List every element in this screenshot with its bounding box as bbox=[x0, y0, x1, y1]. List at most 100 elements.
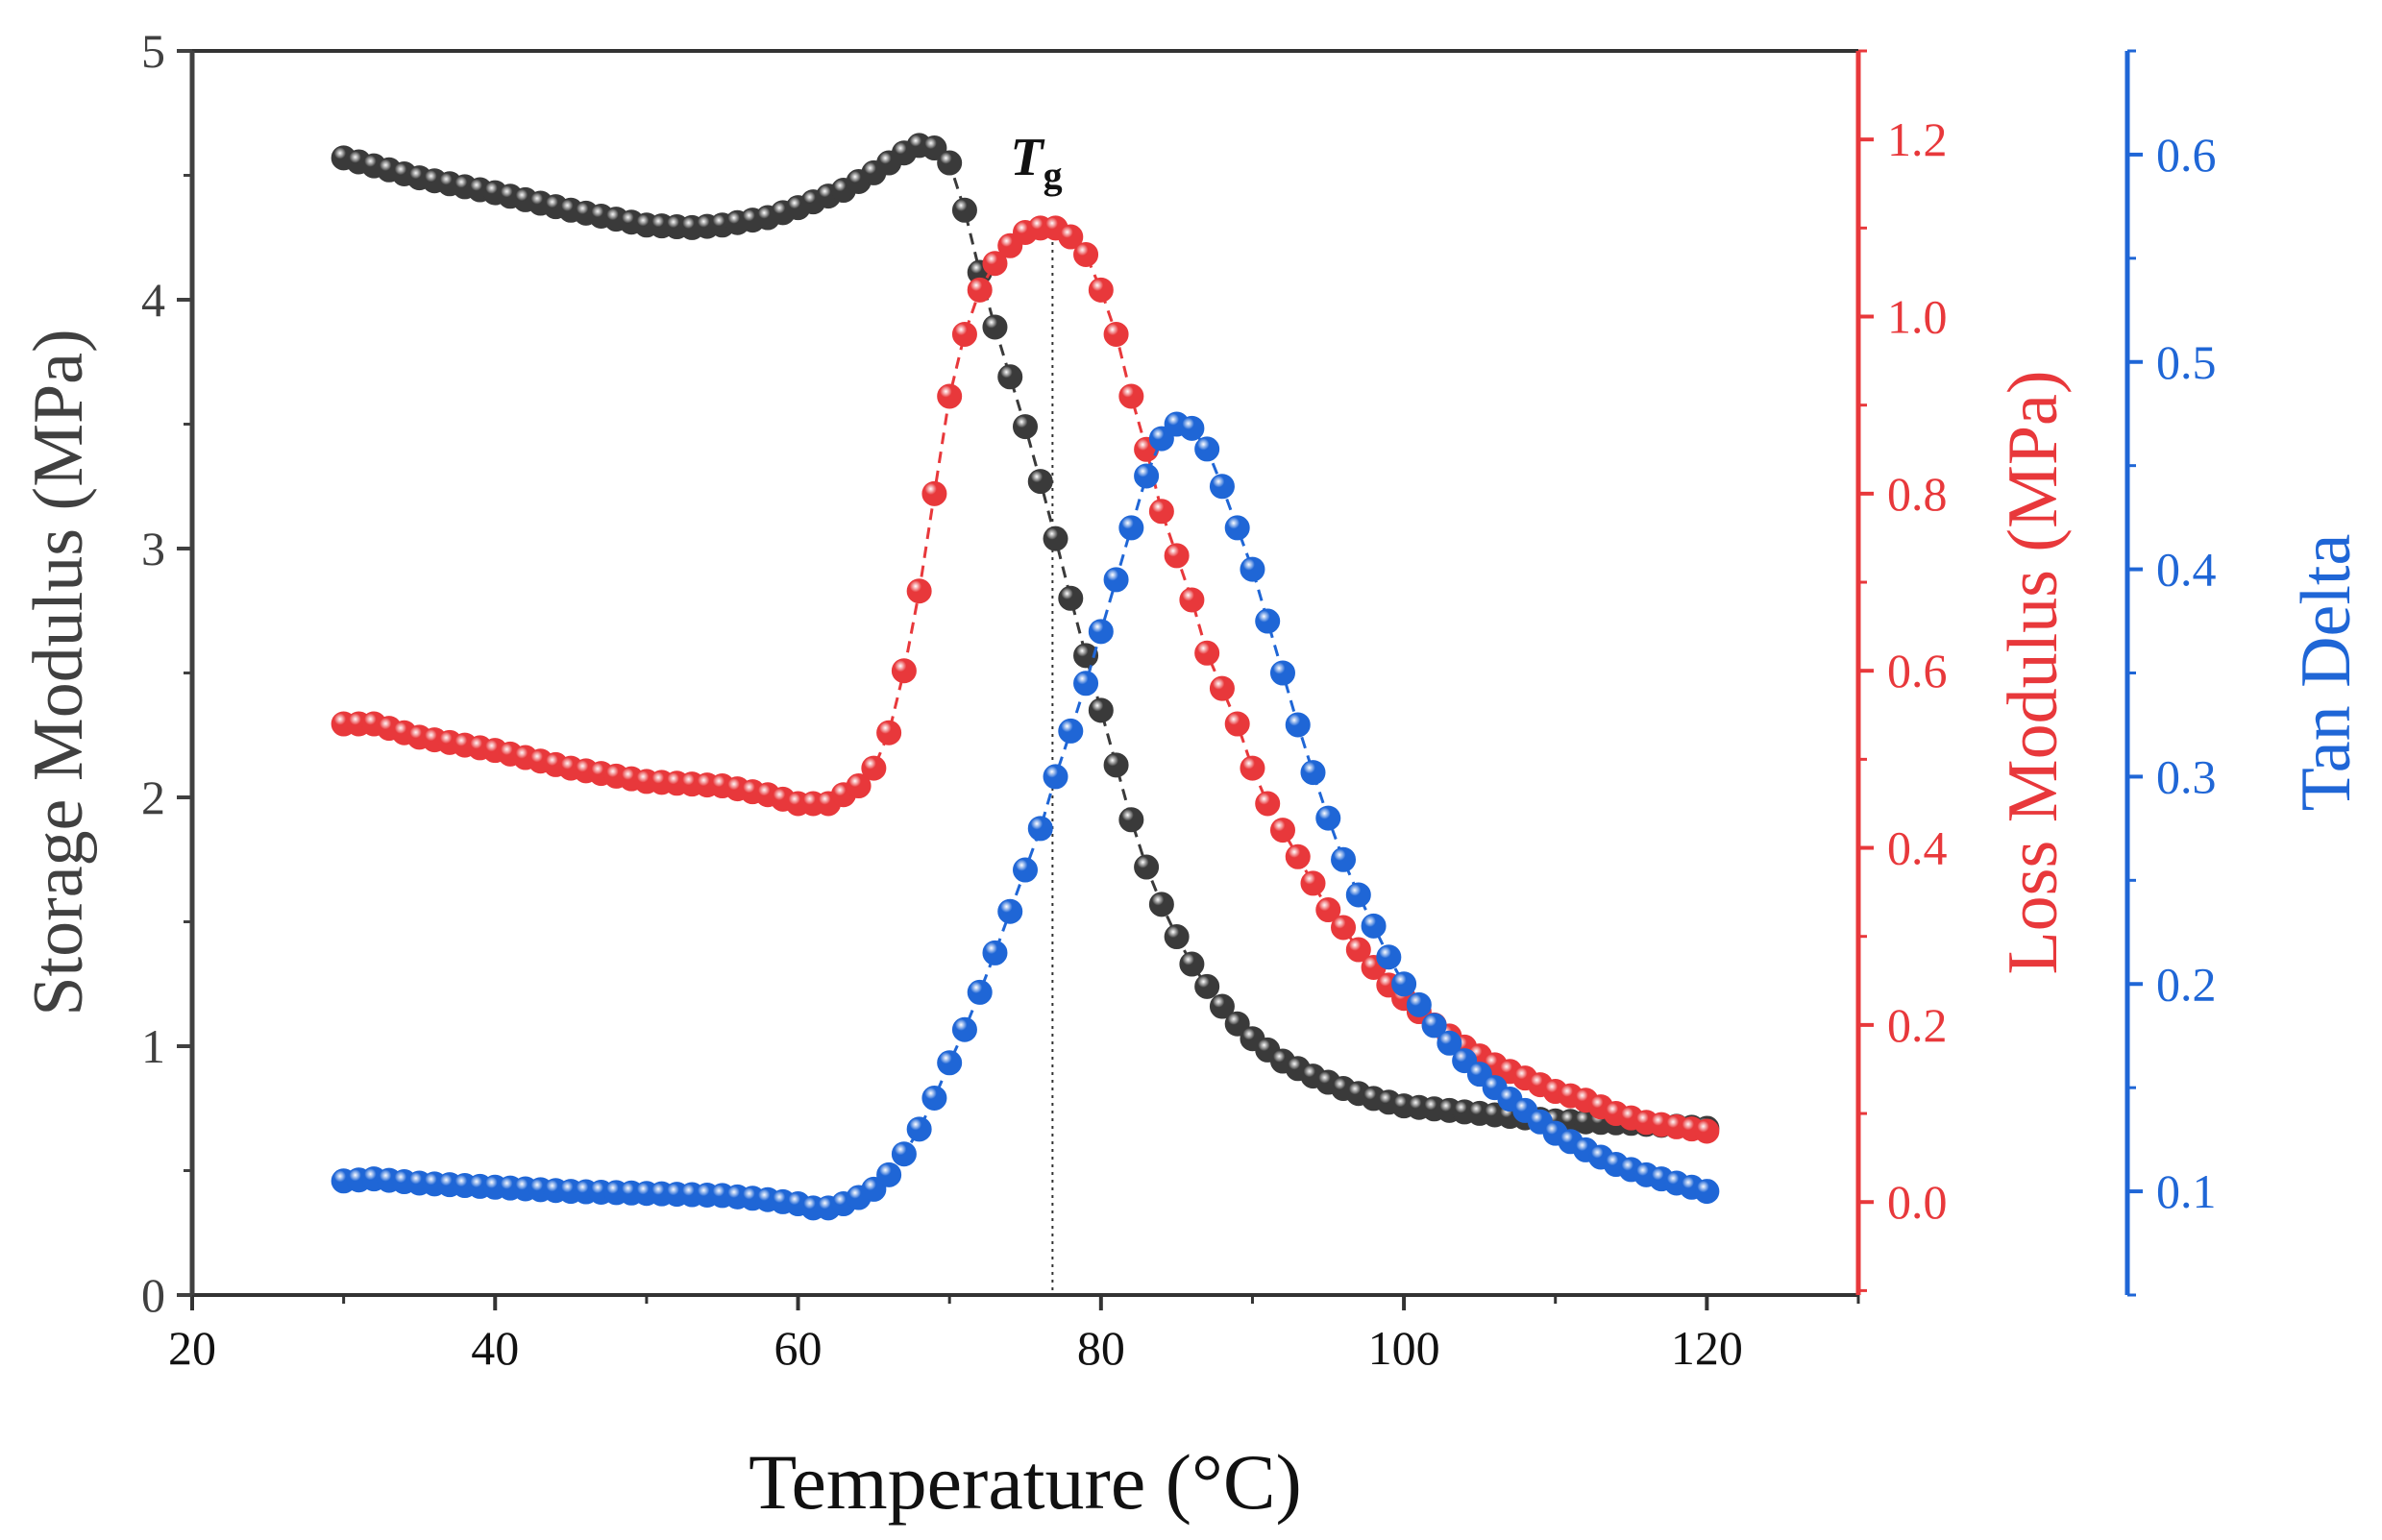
tan-tick-label: 0.3 bbox=[2156, 749, 2217, 803]
left-tick-label: 5 bbox=[141, 24, 165, 78]
x-tick-label: 60 bbox=[774, 1321, 823, 1375]
data-point bbox=[1255, 791, 1281, 817]
tg-annotation-main: T bbox=[1010, 128, 1045, 187]
data-point bbox=[967, 277, 993, 303]
tg-annotation: Tg bbox=[1010, 128, 1062, 197]
data-point bbox=[1694, 1118, 1720, 1144]
tan-axis-title: Tan Delta bbox=[2287, 534, 2366, 812]
data-point bbox=[1285, 712, 1311, 738]
data-point bbox=[1043, 764, 1068, 790]
data-point bbox=[1345, 937, 1371, 963]
data-point bbox=[1331, 915, 1357, 941]
data-point bbox=[1315, 897, 1341, 923]
data-point bbox=[997, 364, 1023, 390]
left-tick-label: 3 bbox=[141, 522, 165, 575]
data-point bbox=[1194, 640, 1220, 666]
data-point bbox=[921, 1085, 947, 1111]
series-line bbox=[343, 143, 1707, 1130]
data-point bbox=[967, 979, 993, 1005]
data-point bbox=[951, 197, 977, 223]
data-point bbox=[1194, 436, 1220, 462]
left-tick-label: 4 bbox=[141, 273, 165, 327]
data-point bbox=[1224, 515, 1250, 541]
x-tick-label: 80 bbox=[1077, 1321, 1125, 1375]
data-point bbox=[1013, 414, 1038, 440]
data-point bbox=[1148, 892, 1174, 917]
data-point bbox=[951, 321, 977, 347]
tg-annotation-subscript: g bbox=[1044, 154, 1063, 197]
data-point bbox=[1073, 643, 1099, 669]
data-point bbox=[982, 940, 1008, 966]
data-point bbox=[1331, 846, 1357, 872]
data-point bbox=[1269, 818, 1295, 843]
loss-tick-label: 0.6 bbox=[1887, 644, 1948, 697]
data-point bbox=[1240, 556, 1265, 582]
data-point bbox=[1255, 608, 1281, 634]
series-line bbox=[343, 226, 1707, 1133]
loss-tick-label: 0.0 bbox=[1887, 1175, 1948, 1229]
data-point bbox=[1013, 857, 1038, 883]
loss-tick-label: 0.2 bbox=[1887, 998, 1948, 1052]
data-point bbox=[1118, 807, 1144, 833]
data-point bbox=[1118, 383, 1144, 409]
data-point bbox=[937, 383, 963, 409]
data-point bbox=[1103, 567, 1129, 593]
left-axis-title: Storage Modulus (MPa) bbox=[19, 329, 98, 1015]
data-point bbox=[891, 658, 917, 684]
x-tick-label: 100 bbox=[1368, 1321, 1440, 1375]
data-point bbox=[1088, 697, 1114, 723]
data-point bbox=[846, 773, 872, 799]
data-point bbox=[937, 1050, 963, 1076]
data-point bbox=[1269, 660, 1295, 686]
loss-tick-label: 0.4 bbox=[1887, 821, 1948, 875]
data-point bbox=[1421, 1013, 1447, 1039]
loss-tick-label: 1.2 bbox=[1887, 112, 1948, 166]
data-point bbox=[1285, 843, 1311, 869]
data-point bbox=[1224, 1011, 1250, 1037]
data-point bbox=[1315, 805, 1341, 831]
left-tick-label: 0 bbox=[141, 1268, 165, 1322]
data-point bbox=[1103, 321, 1129, 347]
data-point bbox=[1058, 718, 1084, 744]
data-point bbox=[921, 480, 947, 506]
data-point bbox=[876, 1161, 902, 1187]
data-point bbox=[1224, 711, 1250, 737]
data-point bbox=[1179, 951, 1205, 977]
ticks-layer: 20 40 60 80 100 120 0 1 2 3 4 5 0.0 0.2 0.4 0.6 0.8 1.0 1.… bbox=[141, 24, 2217, 1375]
x-tick-label: 40 bbox=[471, 1321, 519, 1375]
data-point bbox=[1209, 993, 1235, 1019]
data-point bbox=[1058, 585, 1084, 611]
data-point bbox=[906, 578, 932, 604]
data-point bbox=[997, 898, 1023, 924]
data-point bbox=[1437, 1030, 1462, 1056]
data-point bbox=[1134, 854, 1160, 880]
left-tick-label: 2 bbox=[141, 770, 165, 824]
data-point bbox=[1300, 760, 1326, 786]
data-point bbox=[1406, 991, 1432, 1017]
data-point bbox=[1345, 882, 1371, 908]
data-point bbox=[1391, 971, 1417, 997]
data-point bbox=[1164, 924, 1190, 950]
x-axis-title: Temperature (°C) bbox=[749, 1438, 1302, 1526]
data-point bbox=[1103, 752, 1129, 778]
data-point bbox=[1179, 415, 1205, 441]
x-tick-label: 120 bbox=[1671, 1321, 1743, 1375]
data-point bbox=[1209, 474, 1235, 500]
tan-tick-label: 0.6 bbox=[2156, 128, 2217, 182]
data-point bbox=[1194, 973, 1220, 999]
data-point bbox=[876, 720, 902, 746]
tan-tick-label: 0.5 bbox=[2156, 335, 2217, 389]
data-point bbox=[906, 1116, 932, 1142]
data-point bbox=[1134, 463, 1160, 489]
tan-tick-label: 0.2 bbox=[2156, 957, 2217, 1011]
loss-tick-label: 1.0 bbox=[1887, 290, 1948, 344]
series-layer bbox=[331, 133, 1720, 1221]
data-point bbox=[1240, 755, 1265, 781]
data-point bbox=[937, 150, 963, 176]
data-point bbox=[1148, 499, 1174, 525]
data-point bbox=[982, 251, 1008, 277]
data-point bbox=[1694, 1179, 1720, 1205]
data-point bbox=[1027, 469, 1053, 495]
